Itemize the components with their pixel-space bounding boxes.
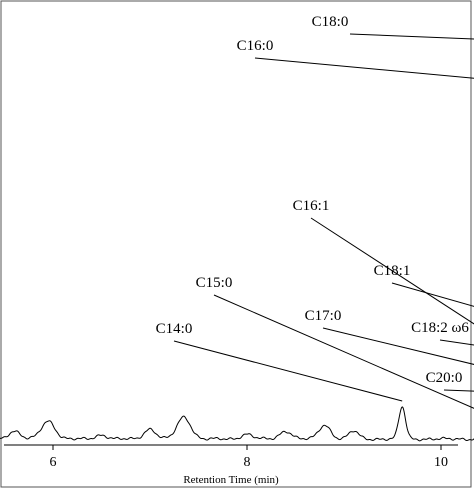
peak-label: C14:0 (156, 321, 193, 337)
peak-label: C15:0 (196, 275, 233, 291)
peak-label: C18:1 (374, 263, 411, 279)
annotation-leader-line (310, 217, 474, 325)
peak-label: C17:0 (305, 308, 342, 324)
peak-label: C18:2 ω6 (411, 320, 469, 336)
peak-label: C16:0 (237, 38, 274, 54)
x-tick-label: 6 (50, 455, 57, 470)
annotation-leader-line (391, 282, 474, 307)
peak-label: C18:0 (312, 14, 349, 30)
annotation-leader-line (254, 57, 474, 79)
annotation-leader-line (173, 340, 403, 402)
peak-label: C20:0 (426, 370, 463, 386)
annotation-leader-line (213, 294, 474, 409)
x-tick-label: 10 (434, 455, 448, 470)
x-axis-ticks: 6810121416 (50, 445, 448, 470)
peak-annotations: C14:0 C15:0 C16:0 C16:1 C17:0 C18:0 C18:1 C18:2… (156, 14, 474, 409)
x-tick-label: 8 (244, 455, 251, 470)
x-axis-title: Retention Time (min) (183, 474, 279, 486)
peak-label: C16:1 (293, 198, 330, 214)
annotation-leader-line (322, 327, 474, 365)
chromatogram-trace (0, 406, 474, 442)
annotation-leader-line (349, 33, 474, 40)
